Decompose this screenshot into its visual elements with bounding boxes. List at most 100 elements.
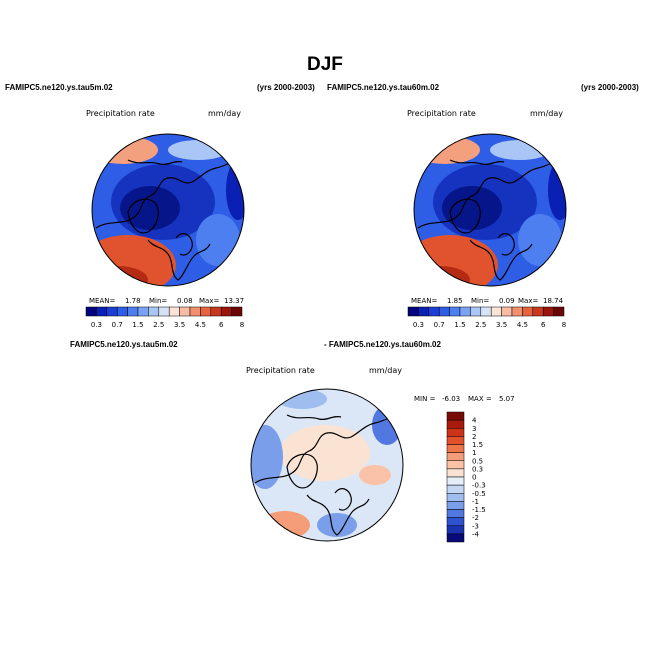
right-colorbar-swatch — [449, 306, 461, 317]
left-coast-greenland — [127, 198, 159, 234]
diff-coast-scandinavia — [334, 488, 352, 511]
right-coast-greenland — [449, 198, 481, 234]
right-max-value: 18.74 — [543, 297, 564, 305]
diff-colorbar-swatch — [446, 468, 465, 478]
left-colorbar-tick-label: 4.5 — [195, 321, 206, 329]
right-years-label: (yrs 2000-2003) — [581, 83, 639, 92]
right-polar-map — [413, 133, 567, 287]
left-colorbar-swatch — [148, 306, 160, 317]
right-panel-title: Precipitation rate — [407, 109, 476, 118]
left-colorbar-tick-label: 6 — [219, 321, 224, 329]
diff-colorbar-tick-label: 1 — [472, 449, 476, 457]
right-arctic-core — [442, 186, 502, 230]
left-colorbar-tick-label: 2.5 — [153, 321, 164, 329]
diff-colorbar-tick-label: -4 — [472, 530, 480, 538]
diff-colorbar-swatch — [446, 533, 465, 543]
diff-colorbar-swatch — [446, 517, 465, 526]
right-pacific-light — [490, 140, 550, 160]
diff-colorbar-tick-label: 2 — [472, 433, 476, 441]
diff-colorbar-swatch — [446, 460, 465, 470]
right-colorbar-swatch — [532, 306, 544, 317]
right-colorbar-tick-label: 2.5 — [475, 321, 486, 329]
right-max-label: Max= — [518, 297, 539, 305]
right-colorbar-tick-label: 6 — [541, 321, 546, 329]
diff-colorbar-swatch — [446, 509, 465, 518]
right-panel-units: mm/day — [530, 109, 563, 118]
diff-cool-north — [277, 389, 327, 409]
diff-colorbar-swatch — [446, 436, 465, 445]
diff-colorbar-tick-label: -3 — [472, 522, 479, 530]
left-colorbar-swatch — [127, 306, 139, 317]
left-years-label: (yrs 2000-2003) — [257, 83, 315, 92]
diff-colorbar-tick-label: -1 — [472, 498, 479, 506]
diff-panel-title: Precipitation rate — [246, 366, 315, 375]
diff-colorbar-swatch — [446, 452, 465, 461]
diff-max-label: MAX = — [468, 395, 492, 403]
left-pacific-light — [168, 140, 228, 160]
diff-case-a-label: FAMIPC5.ne120.ys.tau5m.02 — [70, 340, 178, 349]
diff-colorbar-tick-label: 3 — [472, 425, 476, 433]
right-colorbar-swatch — [542, 306, 554, 317]
left-colorbar-tick-label: 8 — [240, 321, 244, 329]
left-colorbar-swatch — [158, 306, 170, 317]
right-colorbar-tick-label: 3.5 — [496, 321, 507, 329]
right-atlantic-light — [518, 214, 562, 266]
right-map-border — [413, 133, 567, 287]
right-coast-alaska — [449, 159, 505, 166]
left-colorbar-swatch — [96, 306, 108, 317]
figure-title: DJF — [307, 54, 343, 75]
diff-coast-eurasia — [254, 412, 403, 484]
diff-colorbar-tick-label: 4 — [472, 417, 477, 425]
left-panel-title: Precipitation rate — [86, 109, 155, 118]
left-colorbar: 0.3 0.7 1.5 2.5 3.5 4.5 6 8 — [85, 306, 244, 329]
diff-coast-alaska — [286, 414, 342, 421]
right-min-label: Min= — [471, 297, 490, 305]
left-colorbar-swatch — [231, 306, 243, 317]
diff-coast-greenland — [286, 453, 318, 489]
diff-coast-europe — [306, 494, 370, 536]
left-coast-alaska — [127, 159, 183, 166]
left-colorbar-tick-label: 1.5 — [132, 321, 143, 329]
diff-warm-center — [280, 425, 370, 481]
left-colorbar-tick-label: 3.5 — [174, 321, 185, 329]
left-colorbar-swatch — [179, 306, 191, 317]
left-mean-label: MEAN= — [89, 297, 116, 305]
diff-cool-south — [317, 513, 357, 537]
right-colorbar-swatch — [407, 306, 419, 317]
diff-colorbar-tick-label: 0.3 — [472, 465, 483, 473]
diff-colorbar-swatch — [446, 428, 465, 437]
right-colorbar-tick-label: 0.3 — [413, 321, 424, 329]
left-colorbar-swatch — [220, 306, 232, 317]
left-colorbar-swatch — [116, 306, 128, 317]
left-min-value: 0.08 — [177, 297, 193, 305]
left-mean-value: 1.78 — [125, 297, 141, 305]
right-coast-europe — [469, 239, 533, 281]
right-coast-eurasia — [417, 157, 566, 229]
left-coast-europe — [147, 239, 211, 281]
right-min-value: 0.09 — [499, 297, 515, 305]
diff-colorbar-swatch — [446, 476, 465, 486]
left-case-label: FAMIPC5.ne120.ys.tau5m.02 — [5, 83, 113, 92]
diff-panel-units: mm/day — [369, 366, 402, 375]
diff-polar-map — [250, 388, 404, 542]
right-mean-label: MEAN= — [411, 297, 438, 305]
left-colorbar-tick-label: 0.3 — [91, 321, 102, 329]
left-colorbar-swatch — [189, 306, 201, 317]
right-colorbar-swatch — [553, 306, 565, 317]
right-colorbar-swatch — [470, 306, 482, 317]
left-colorbar-swatch — [106, 306, 118, 317]
left-pacific-high — [92, 136, 158, 164]
diff-colorbar-swatch — [446, 525, 465, 535]
diff-max-value: 5.07 — [499, 395, 515, 403]
right-colorbar-swatch — [418, 306, 430, 317]
diff-colorbar-tick-label: 0.5 — [472, 457, 483, 465]
left-polar-map — [91, 133, 245, 287]
left-colorbar-swatch — [137, 306, 149, 317]
left-east-dark — [226, 160, 244, 220]
right-colorbar-tick-label: 4.5 — [517, 321, 528, 329]
right-case-label: FAMIPC5.ne120.ys.tau60m.02 — [327, 83, 440, 92]
right-colorbar-swatch — [428, 306, 440, 317]
right-east-dark — [548, 160, 566, 220]
right-mean-value: 1.85 — [447, 297, 463, 305]
